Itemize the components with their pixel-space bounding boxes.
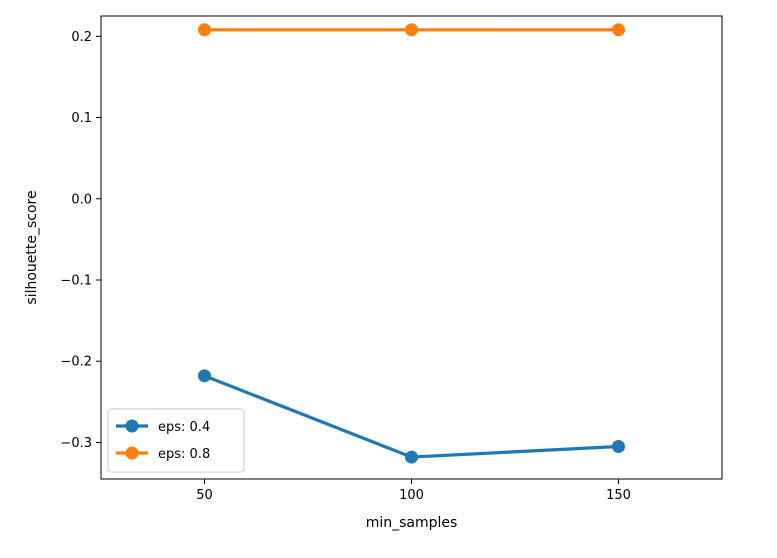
legend-entry: eps: 0.8: [116, 446, 210, 462]
legend: eps: 0.4 eps: 0.8: [107, 408, 245, 473]
legend-label: eps: 0.8: [158, 447, 210, 462]
y-axis-label: silhouette_score: [24, 190, 40, 304]
data-point: [405, 450, 418, 464]
data-point: [405, 23, 418, 37]
data-point: [612, 23, 625, 37]
legend-marker: [125, 446, 139, 460]
y-tick-label: 0.0: [71, 192, 92, 207]
legend-entry: eps: 0.4: [116, 419, 210, 435]
data-point: [198, 23, 211, 37]
legend-label: eps: 0.4: [158, 420, 210, 435]
axes: 50 100 150 0.2 0.1 0.0 −0.1 −0.2 −0.3: [60, 15, 723, 503]
y-tick-label: 0.1: [71, 111, 92, 126]
plot-area: [101, 16, 722, 479]
legend-marker: [125, 419, 139, 433]
data-point: [198, 369, 211, 383]
legend-box: [107, 408, 245, 473]
x-tick-label: 100: [399, 488, 424, 503]
x-axis-label: min_samples: [366, 515, 458, 531]
x-tick-label: 150: [606, 488, 631, 503]
x-tick-label: 50: [196, 488, 213, 503]
data-point: [612, 440, 625, 454]
y-tick-label: 0.2: [71, 30, 92, 45]
y-tick-label: −0.3: [60, 436, 92, 451]
y-tick-label: −0.2: [60, 355, 92, 370]
series-layer: [198, 23, 625, 464]
y-tick-label: −0.1: [60, 273, 92, 288]
plot-background: [101, 16, 722, 479]
